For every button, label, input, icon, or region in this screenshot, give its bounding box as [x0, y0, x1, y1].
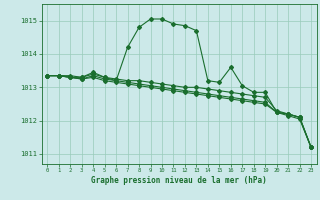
X-axis label: Graphe pression niveau de la mer (hPa): Graphe pression niveau de la mer (hPa)	[91, 176, 267, 185]
